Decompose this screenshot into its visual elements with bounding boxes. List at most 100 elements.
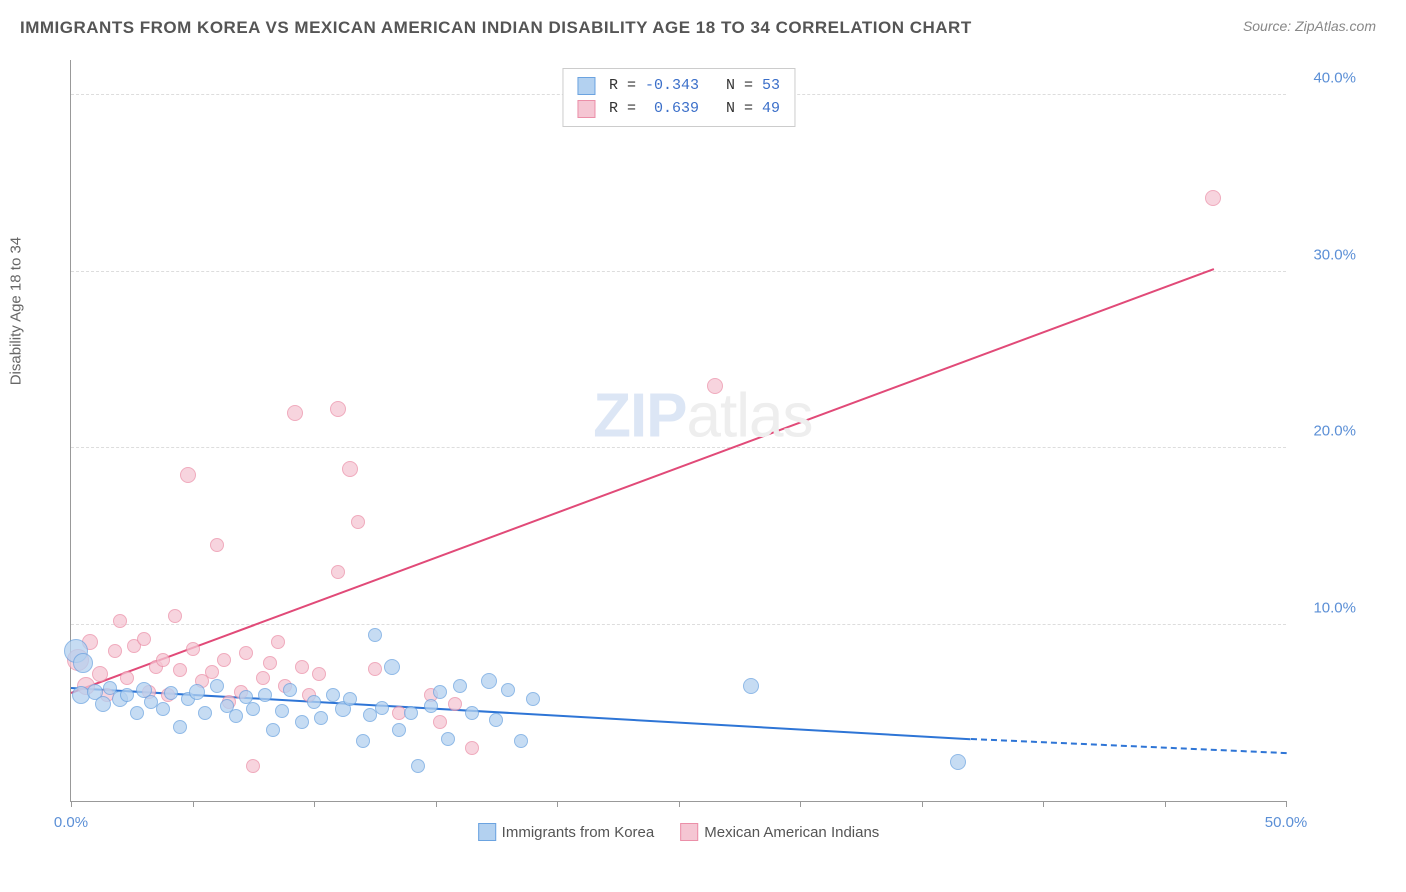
x-tick-mark [800,801,801,807]
legend-swatch [680,823,698,841]
series2-point [448,697,462,711]
series2-point [342,461,358,477]
y-tick-label: 30.0% [1313,246,1356,263]
series2-point [263,656,277,670]
x-tick-mark [193,801,194,807]
x-tick-mark [679,801,680,807]
series2-point [173,663,187,677]
series1-point [295,715,309,729]
y-axis-label: Disability Age 18 to 34 [8,237,25,385]
watermark: ZIPatlas [593,380,812,451]
y-tick-label: 10.0% [1313,599,1356,616]
series2-point [217,653,231,667]
legend-swatch [478,823,496,841]
series1-point [266,723,280,737]
series1-point [95,696,111,712]
series2-point [312,667,326,681]
series1-point [481,673,497,689]
y-tick-label: 40.0% [1313,70,1356,87]
legend-item: Immigrants from Korea [478,823,655,841]
series2-point [351,515,365,529]
series1-point [424,699,438,713]
series2-point [246,759,260,773]
x-tick-mark [922,801,923,807]
series1-point [356,734,370,748]
series1-point [743,678,759,694]
legend-item: Mexican American Indians [680,823,879,841]
x-tick-label: 0.0% [54,814,88,831]
series1-point [411,759,425,773]
series2-point [295,660,309,674]
series1-point [73,653,93,673]
series1-point [441,732,455,746]
series1-point [375,701,389,715]
series1-point [283,683,297,697]
series2-point [287,405,303,421]
series1-point [164,686,178,700]
series2-point [180,467,196,483]
plot-area: ZIPatlas R = -0.343 N = 53R = 0.639 N = … [70,60,1286,802]
series2-point [256,671,270,685]
series1-point [326,688,340,702]
series2-point [108,644,122,658]
series1-point [314,711,328,725]
series1-point [526,692,540,706]
x-tick-label: 50.0% [1265,814,1308,831]
series1-point [501,683,515,697]
legend-row: R = 0.639 N = 49 [577,98,780,121]
series1-point [229,709,243,723]
series1-point [433,685,447,699]
series1-point [453,679,467,693]
chart-container: Disability Age 18 to 34 ZIPatlas R = -0.… [50,50,1376,852]
series1-point [246,702,260,716]
series2-point [330,401,346,417]
series1-point [156,702,170,716]
grid-line [71,271,1286,272]
series1-point [384,659,400,675]
series1-point [950,754,966,770]
series2-point [707,378,723,394]
x-tick-mark [71,801,72,807]
series2-point [368,662,382,676]
series-legend: Immigrants from Korea Mexican American In… [478,823,880,841]
series2-point [156,653,170,667]
legend-swatch [577,77,595,95]
y-tick-label: 20.0% [1313,423,1356,440]
series1-point [120,688,134,702]
x-tick-mark [557,801,558,807]
series1-point [210,679,224,693]
series2-point [168,609,182,623]
series1-point [404,706,418,720]
legend-row: R = -0.343 N = 53 [577,75,780,98]
series1-point [514,734,528,748]
legend-label: Immigrants from Korea [502,824,655,841]
series1-point [392,723,406,737]
series2-point [205,665,219,679]
series1-point [368,628,382,642]
series2-point [210,538,224,552]
x-tick-mark [1043,801,1044,807]
series2-point [92,666,108,682]
grid-line [71,447,1286,448]
x-tick-mark [1286,801,1287,807]
x-tick-mark [436,801,437,807]
trend-line-dashed [971,738,1287,754]
series1-point [198,706,212,720]
series2-point [186,642,200,656]
source-label: Source: ZipAtlas.com [1243,18,1376,34]
series2-point [120,671,134,685]
x-tick-mark [314,801,315,807]
series1-point [489,713,503,727]
series1-point [173,720,187,734]
series2-point [433,715,447,729]
legend-label: Mexican American Indians [704,824,879,841]
chart-title: IMMIGRANTS FROM KOREA VS MEXICAN AMERICA… [20,18,972,38]
series2-point [137,632,151,646]
x-tick-mark [1165,801,1166,807]
series1-point [275,704,289,718]
series1-point [189,684,205,700]
legend-swatch [577,100,595,118]
series2-point [331,565,345,579]
series2-point [465,741,479,755]
series2-point [1205,190,1221,206]
